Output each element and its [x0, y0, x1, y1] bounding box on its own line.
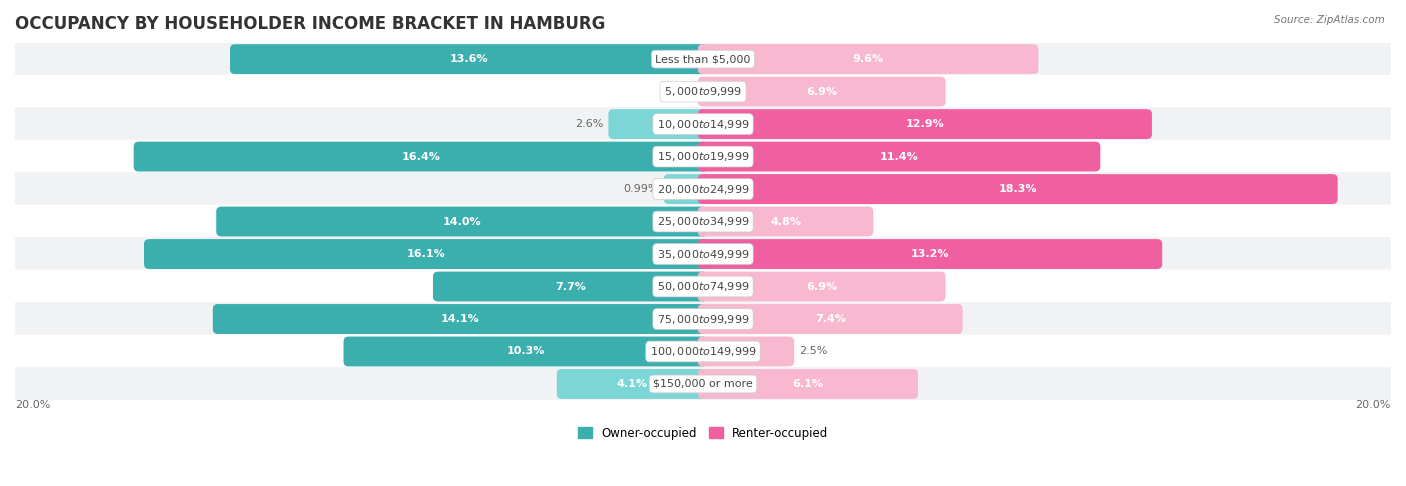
- Text: 4.8%: 4.8%: [770, 217, 801, 226]
- FancyBboxPatch shape: [14, 42, 1392, 76]
- FancyBboxPatch shape: [231, 44, 709, 74]
- Text: 2.6%: 2.6%: [575, 119, 603, 129]
- Text: 16.1%: 16.1%: [406, 249, 446, 259]
- FancyBboxPatch shape: [14, 334, 1392, 368]
- Text: 16.4%: 16.4%: [402, 152, 440, 161]
- FancyBboxPatch shape: [134, 141, 709, 172]
- FancyBboxPatch shape: [14, 205, 1392, 239]
- FancyBboxPatch shape: [14, 237, 1392, 271]
- Text: $10,000 to $14,999: $10,000 to $14,999: [657, 118, 749, 131]
- Text: 14.0%: 14.0%: [443, 217, 481, 226]
- FancyBboxPatch shape: [697, 336, 794, 366]
- Text: $50,000 to $74,999: $50,000 to $74,999: [657, 280, 749, 293]
- FancyBboxPatch shape: [557, 369, 709, 399]
- FancyBboxPatch shape: [14, 270, 1392, 303]
- Text: 13.2%: 13.2%: [911, 249, 949, 259]
- Text: 0.99%: 0.99%: [623, 184, 658, 194]
- FancyBboxPatch shape: [609, 109, 709, 139]
- Text: $20,000 to $24,999: $20,000 to $24,999: [657, 183, 749, 195]
- Text: Source: ZipAtlas.com: Source: ZipAtlas.com: [1274, 15, 1385, 25]
- FancyBboxPatch shape: [697, 77, 945, 106]
- Text: $15,000 to $19,999: $15,000 to $19,999: [657, 150, 749, 163]
- FancyBboxPatch shape: [697, 369, 918, 399]
- Text: 14.1%: 14.1%: [441, 314, 479, 324]
- Legend: Owner-occupied, Renter-occupied: Owner-occupied, Renter-occupied: [572, 422, 834, 444]
- Text: $100,000 to $149,999: $100,000 to $149,999: [650, 345, 756, 358]
- Text: 18.3%: 18.3%: [998, 184, 1038, 194]
- Text: 11.4%: 11.4%: [880, 152, 918, 161]
- FancyBboxPatch shape: [697, 304, 963, 334]
- Text: 2.5%: 2.5%: [800, 347, 828, 357]
- Text: 7.7%: 7.7%: [555, 281, 586, 292]
- Text: 12.9%: 12.9%: [905, 119, 945, 129]
- Text: 10.3%: 10.3%: [506, 347, 546, 357]
- FancyBboxPatch shape: [697, 207, 873, 237]
- Text: $75,000 to $99,999: $75,000 to $99,999: [657, 312, 749, 326]
- FancyBboxPatch shape: [212, 304, 709, 334]
- FancyBboxPatch shape: [14, 302, 1392, 336]
- Text: 6.9%: 6.9%: [806, 281, 837, 292]
- Text: 13.6%: 13.6%: [450, 54, 488, 64]
- Text: $150,000 or more: $150,000 or more: [654, 379, 752, 389]
- FancyBboxPatch shape: [14, 367, 1392, 401]
- FancyBboxPatch shape: [14, 139, 1392, 174]
- Text: 6.1%: 6.1%: [793, 379, 824, 389]
- FancyBboxPatch shape: [14, 75, 1392, 108]
- FancyBboxPatch shape: [697, 272, 945, 301]
- Text: 7.4%: 7.4%: [815, 314, 846, 324]
- FancyBboxPatch shape: [143, 239, 709, 269]
- FancyBboxPatch shape: [697, 44, 1039, 74]
- FancyBboxPatch shape: [14, 107, 1392, 141]
- Text: OCCUPANCY BY HOUSEHOLDER INCOME BRACKET IN HAMBURG: OCCUPANCY BY HOUSEHOLDER INCOME BRACKET …: [15, 15, 606, 33]
- FancyBboxPatch shape: [664, 174, 709, 204]
- Text: 0.0%: 0.0%: [665, 87, 693, 97]
- Text: $5,000 to $9,999: $5,000 to $9,999: [664, 85, 742, 98]
- FancyBboxPatch shape: [697, 109, 1152, 139]
- FancyBboxPatch shape: [697, 141, 1101, 172]
- Text: $35,000 to $49,999: $35,000 to $49,999: [657, 247, 749, 260]
- FancyBboxPatch shape: [217, 207, 709, 237]
- FancyBboxPatch shape: [14, 172, 1392, 206]
- Text: 4.1%: 4.1%: [617, 379, 648, 389]
- FancyBboxPatch shape: [697, 239, 1163, 269]
- Text: Less than $5,000: Less than $5,000: [655, 54, 751, 64]
- FancyBboxPatch shape: [343, 336, 709, 366]
- FancyBboxPatch shape: [433, 272, 709, 301]
- Text: 20.0%: 20.0%: [15, 400, 51, 410]
- Text: $25,000 to $34,999: $25,000 to $34,999: [657, 215, 749, 228]
- Text: 6.9%: 6.9%: [806, 87, 837, 97]
- Text: 20.0%: 20.0%: [1355, 400, 1391, 410]
- FancyBboxPatch shape: [697, 174, 1337, 204]
- Text: 9.6%: 9.6%: [852, 54, 884, 64]
